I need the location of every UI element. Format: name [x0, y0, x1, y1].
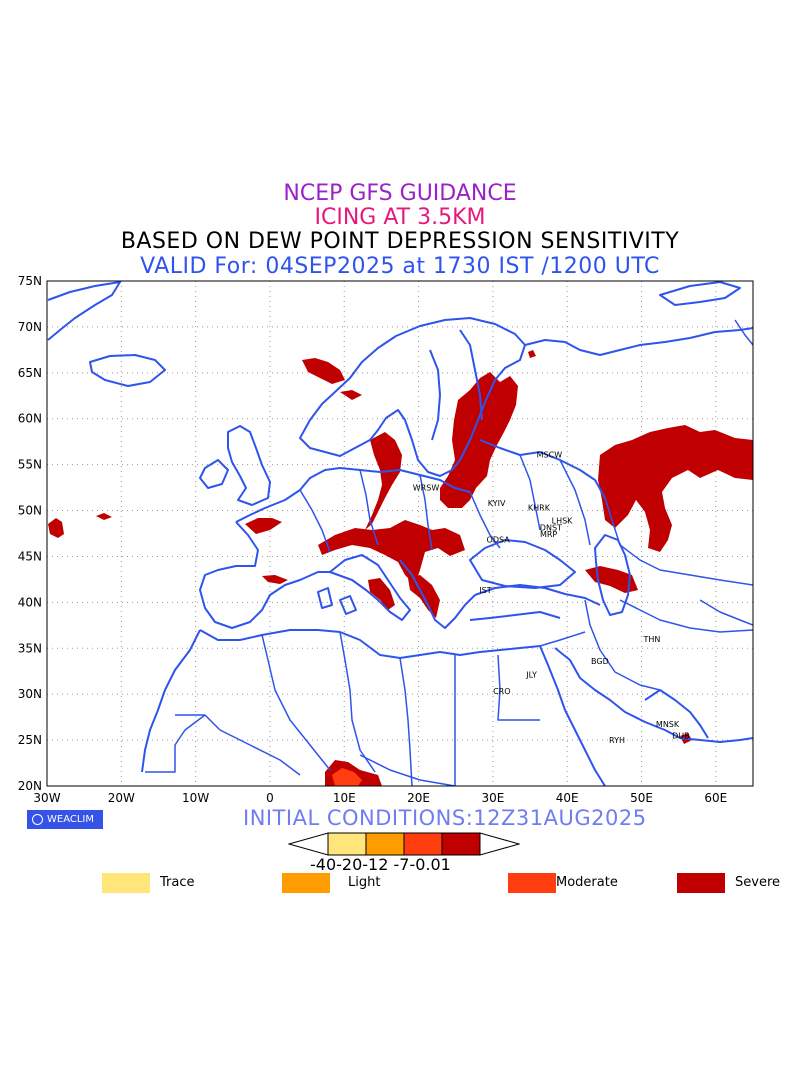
lat-tick-label: 75N — [18, 274, 42, 288]
legend-swatch — [282, 873, 330, 893]
lat-tick-label: 60N — [18, 412, 42, 426]
icing-area-norway — [302, 358, 345, 384]
colorbar-left-arrow — [288, 832, 329, 856]
lon-tick-label: 10W — [182, 791, 209, 805]
icing-area-caspian — [585, 566, 638, 593]
lat-tick-label: 35N — [18, 641, 42, 655]
weaclim-badge: WEACLIM — [27, 810, 103, 829]
lon-tick-label: 60E — [704, 791, 727, 805]
city-label: CRO — [493, 687, 510, 696]
colorbar-tick-labels: -40-20-12 -7-0.01 — [310, 855, 451, 874]
lat-tick-label: 65N — [18, 366, 42, 380]
icing-area-alps-balkans — [318, 520, 465, 585]
latitude-labels: 75N 70N 65N 60N 55N 50N 45N 40N 35N 30N 25N 20N — [18, 274, 42, 793]
lat-tick-label: 70N — [18, 320, 42, 334]
city-label: DNST — [540, 524, 562, 533]
colorbar-segment — [403, 832, 443, 856]
icing-area-sweden — [340, 390, 362, 400]
icing-area-russia-north — [528, 350, 536, 358]
longitude-labels: 30W 20W 10W 0 10E 20E 30E 40E 50E 60E — [33, 791, 727, 805]
legend-label: Trace — [160, 875, 195, 890]
icing-area-sahara — [325, 760, 382, 786]
city-label: KHRK — [528, 504, 551, 513]
city-label: RYH — [609, 736, 625, 745]
city-label: WRSW — [413, 483, 440, 492]
city-label: ODSA — [487, 536, 511, 545]
city-label: MRP — [540, 530, 557, 539]
colorbar-segment — [327, 832, 367, 856]
initial-conditions: INITIAL CONDITIONS:12Z31AUG2025 — [243, 806, 647, 830]
icing-area-germany-poland — [365, 432, 402, 530]
colorbar-right-arrow — [479, 832, 520, 856]
legend-swatch — [508, 873, 556, 893]
lat-tick-label: 20N — [18, 779, 42, 793]
icing-area-france — [245, 518, 282, 534]
city-label: MNSK — [656, 720, 680, 729]
coastlines — [47, 281, 753, 786]
legend-swatch — [677, 873, 725, 893]
icing-area-atlantic-2 — [96, 513, 112, 520]
grid-lines — [47, 281, 753, 786]
city-label: KYIV — [488, 499, 506, 508]
legend-label: Light — [348, 875, 381, 890]
city-label: DUB — [672, 731, 690, 740]
lon-tick-label: 30W — [33, 791, 60, 805]
lon-tick-label: 30E — [481, 791, 504, 805]
lat-tick-label: 30N — [18, 687, 42, 701]
lon-tick-label: 40E — [556, 791, 579, 805]
city-label: BGD — [591, 657, 609, 666]
icing-area-spain — [262, 575, 288, 584]
lat-tick-label: 45N — [18, 549, 42, 563]
lat-tick-label: 50N — [18, 504, 42, 518]
icing-areas — [48, 350, 753, 744]
lon-tick-label: 20E — [407, 791, 430, 805]
weaclim-logo-icon — [32, 814, 43, 825]
city-label: LHSK — [552, 516, 574, 525]
colorbar-segment — [365, 832, 405, 856]
legend-label: Moderate — [556, 875, 618, 890]
title-line-3: BASED ON DEW POINT DEPRESSION SENSITIVIT… — [120, 229, 680, 254]
lat-tick-label: 25N — [18, 733, 42, 747]
lon-tick-label: 50E — [630, 791, 653, 805]
icing-area-russia-east — [598, 425, 753, 552]
city-label: JLY — [525, 671, 537, 680]
title-line-2: ICING AT 3.5KM — [314, 205, 486, 230]
city-label: IST — [479, 586, 491, 595]
legend-swatch — [102, 873, 150, 893]
lat-tick-label: 40N — [18, 595, 42, 609]
lon-tick-label: 0 — [266, 791, 274, 805]
icing-area-atlantic — [48, 518, 64, 538]
icing-area-baltic — [440, 372, 518, 508]
lat-tick-label: 55N — [18, 458, 42, 472]
legend-label: Severe — [735, 875, 780, 890]
title-line-1: NCEP GFS GUIDANCE — [283, 181, 517, 206]
icing-area-italy — [368, 578, 395, 610]
city-label: MSCW — [537, 450, 563, 459]
colorbar-segment — [441, 832, 481, 856]
weaclim-label: WEACLIM — [47, 814, 95, 825]
colorbar — [288, 832, 520, 856]
city-label: THN — [642, 635, 660, 644]
map-frame — [46, 280, 754, 787]
lon-tick-label: 10E — [333, 791, 356, 805]
title-line-4: VALID For: 04SEP2025 at 1730 IST /1200 U… — [140, 254, 660, 279]
lon-tick-label: 20W — [108, 791, 135, 805]
